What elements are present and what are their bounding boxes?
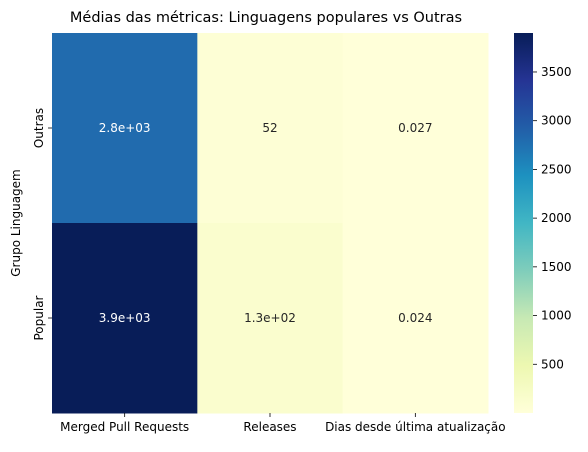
colorbar-ticks: 500 1000 1500 2000 2500 3000 3500: [533, 65, 572, 371]
heatmap-cell: [52, 33, 198, 224]
colorbar-tick-label: 1500: [541, 260, 572, 274]
heatmap-cell: [342, 33, 489, 224]
colorbar: 500 1000 1500 2000 2500 3000 3500: [514, 33, 572, 413]
cell-annotation: 3.9e+03: [99, 311, 151, 325]
y-axis-label: Grupo Linguagem: [9, 169, 23, 277]
colorbar-tick-label: 1000: [541, 309, 572, 323]
heatmap-cell: [197, 33, 344, 224]
heatmap-cells: [52, 33, 489, 414]
colorbar-tick-label: 3500: [541, 65, 572, 79]
y-tick-label: Popular: [32, 295, 46, 340]
cell-annotation: 2.8e+03: [99, 121, 151, 135]
cell-annotation: 0.024: [398, 311, 432, 325]
x-tick-label: Dias desde última atualização: [325, 420, 506, 434]
colorbar-gradient: [514, 33, 533, 413]
colorbar-tick-label: 2500: [541, 162, 572, 176]
y-tick-label: Outras: [32, 108, 46, 148]
colorbar-tick-label: 3000: [541, 114, 572, 128]
colorbar-tick-label: 2000: [541, 211, 572, 225]
chart-title: Médias das métricas: Linguagens populare…: [70, 10, 462, 26]
x-tick-label: Merged Pull Requests: [60, 420, 189, 434]
x-tick-label: Releases: [243, 420, 296, 434]
y-tick-labels: Outras Popular: [32, 108, 52, 341]
heatmap-cell: [197, 223, 344, 414]
heatmap-cell: [342, 223, 489, 414]
cell-annotation: 52: [262, 121, 277, 135]
heatmap-cell: [52, 223, 198, 414]
cell-annotation: 0.027: [398, 121, 432, 135]
cell-annotation: 1.3e+02: [244, 311, 296, 325]
x-tick-labels: Merged Pull Requests Releases Dias desde ú…: [60, 413, 506, 434]
colorbar-tick-label: 500: [541, 357, 564, 371]
cell-annotations: 2.8e+03 52 0.027 3.9e+03 1.3e+02 0.024: [99, 121, 433, 325]
